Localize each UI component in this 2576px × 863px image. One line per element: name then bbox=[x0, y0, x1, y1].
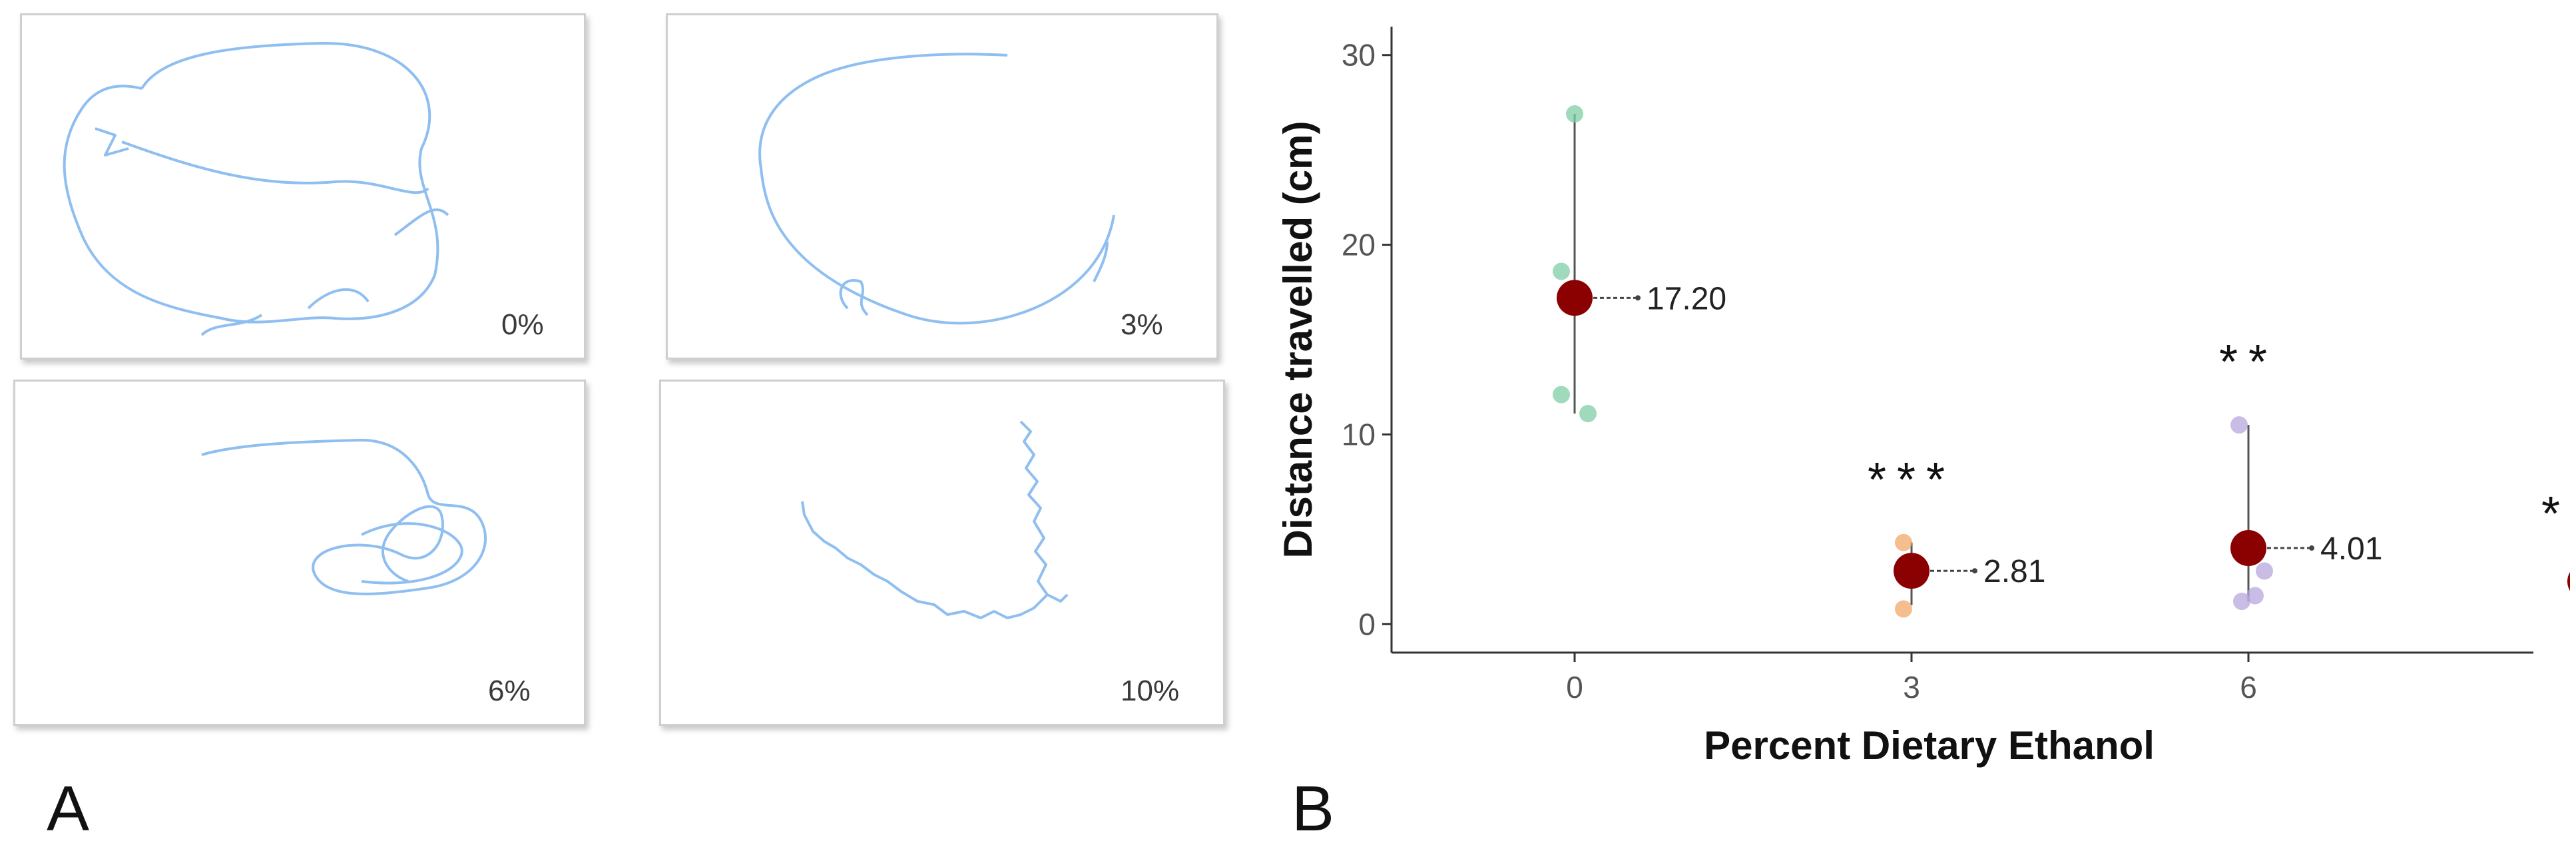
track-label-0: 0% bbox=[501, 308, 544, 341]
mean-label-3: 2.81 bbox=[1983, 554, 2045, 589]
data-point-0 bbox=[1579, 405, 1597, 423]
mean-point-0 bbox=[1557, 280, 1593, 316]
y-tick-label: 10 bbox=[1342, 417, 1376, 451]
mean-leader-dot-6 bbox=[2309, 545, 2314, 551]
x-axis-title: Percent Dietary Ethanol bbox=[1704, 723, 2155, 768]
trajectory-10-percent bbox=[801, 420, 1069, 619]
mean-label-6: 4.01 bbox=[2320, 531, 2382, 567]
data-point-6 bbox=[2230, 416, 2248, 434]
mean-leader-dot-0 bbox=[1635, 295, 1641, 301]
data-point-3 bbox=[1895, 600, 1912, 618]
mean-point-10 bbox=[2567, 572, 2570, 591]
track-panel-6: 6% bbox=[13, 380, 586, 726]
panel-a-letter: A bbox=[47, 773, 90, 844]
track-label-10: 10% bbox=[1121, 675, 1180, 707]
x-tick-label: 3 bbox=[1903, 670, 1920, 705]
panel-b-letter: B bbox=[1292, 773, 1335, 844]
x-tick-label: 0 bbox=[1566, 670, 1583, 705]
data-point-0 bbox=[1553, 386, 1570, 404]
data-point-6 bbox=[2246, 587, 2264, 605]
track-panel-10: 10% bbox=[659, 380, 1225, 726]
trajectory-6-percent bbox=[201, 439, 487, 595]
significance-stars-3: *** bbox=[1868, 453, 1955, 507]
track-label-6: 6% bbox=[488, 675, 531, 707]
data-point-0 bbox=[1553, 262, 1570, 280]
mean-point-3 bbox=[1894, 553, 1930, 589]
trajectory-0-percent bbox=[63, 41, 449, 336]
mean-label-0: 17.20 bbox=[1647, 281, 1726, 316]
data-point-0 bbox=[1566, 105, 1583, 123]
data-point-6 bbox=[2233, 593, 2250, 611]
track-label-3: 3% bbox=[1121, 308, 1163, 341]
y-tick-label: 0 bbox=[1358, 607, 1376, 641]
distance-chart: 0 10 20 30 0 3 6 10 Percent Dietary Ethanol Dista… bbox=[1276, 27, 2570, 768]
mean-leader-dot-3 bbox=[1972, 568, 1977, 574]
trajectory-3-percent bbox=[758, 53, 1115, 325]
y-tick-label: 20 bbox=[1342, 228, 1376, 262]
data-point-6 bbox=[2256, 562, 2273, 580]
data-point-3 bbox=[1895, 533, 1912, 551]
y-axis-title: Distance travelled (cm) bbox=[1276, 121, 1320, 559]
track-panel-3: 3% bbox=[666, 13, 1218, 360]
mean-point-6 bbox=[2230, 530, 2266, 567]
track-panel-0: 0% bbox=[20, 13, 586, 360]
significance-stars-6: ** bbox=[2219, 336, 2278, 389]
significance-stars-10: *** bbox=[2541, 487, 2570, 541]
x-tick-label: 6 bbox=[2240, 670, 2257, 705]
x-tick-label: 10 bbox=[2568, 670, 2570, 705]
y-tick-label: 30 bbox=[1342, 38, 1376, 73]
